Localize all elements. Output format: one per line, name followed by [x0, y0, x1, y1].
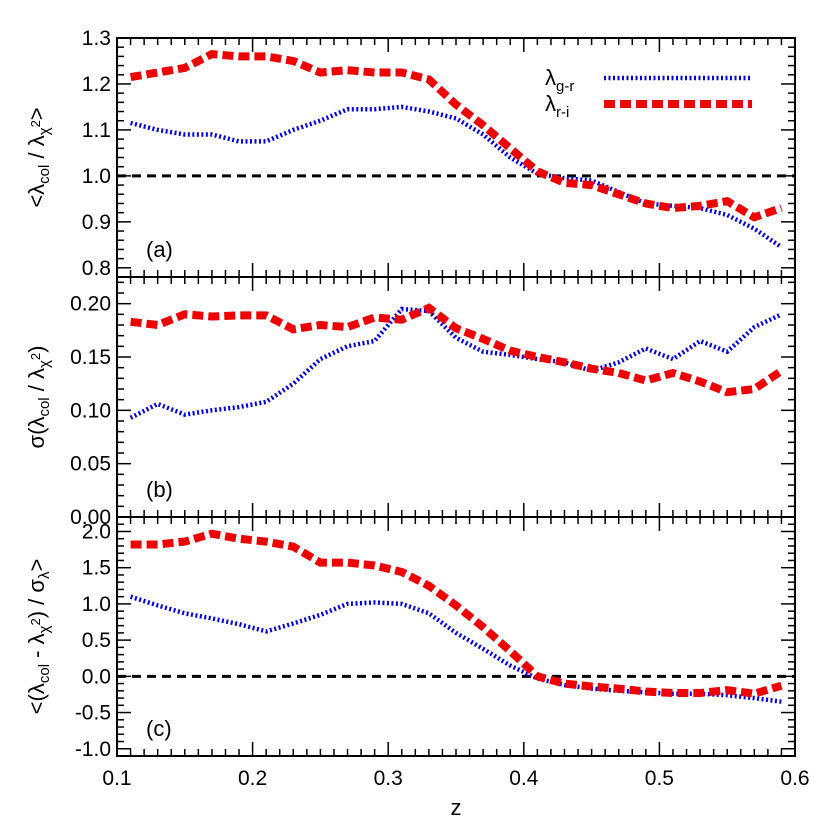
y-tick-label: 1.5 — [82, 557, 111, 580]
x-tick-label: 0.5 — [645, 767, 674, 790]
panel-3: -1.0 -0.5 0.0 0.5 1.0 1.5 2.0 (c) <(λcol - λχ2) … — [24, 516, 796, 761]
y-tick-label: 0.05 — [70, 453, 111, 476]
y-tick-label: -0.5 — [75, 702, 111, 725]
series-line-g-r — [129, 594, 782, 704]
series-line-g-r — [129, 306, 783, 420]
y-axis-label: σ(λcol / λχ2) — [24, 346, 53, 449]
panel-tag: (b) — [146, 477, 173, 502]
y-tick-label: 1.3 — [82, 27, 111, 50]
x-tick-label: 0.6 — [780, 767, 809, 790]
y-tick-label: 0.10 — [70, 399, 111, 422]
x-tick-label: 0.2 — [238, 767, 267, 790]
y-tick-label: 0.5 — [82, 629, 111, 652]
legend-entry-label: λr-i — [545, 91, 569, 121]
panel-frame — [116, 37, 796, 278]
y-tick-label: -1.0 — [75, 738, 111, 761]
panel-frame — [116, 516, 796, 757]
x-tick-label: 0.1 — [102, 767, 131, 790]
y-tick-label: 1.0 — [82, 593, 111, 616]
y-tick-label: 0.0 — [82, 665, 111, 688]
x-tick-label: 0.4 — [509, 767, 539, 790]
y-tick-label: 1.1 — [82, 119, 111, 142]
panel-1: 0.8 0.9 1.0 1.1 1.2 1.3 (a) <λcol / λχ2> — [24, 27, 796, 280]
series-line-r-i — [130, 303, 784, 397]
y-tick-label: 0.8 — [82, 257, 111, 280]
series-line-r-i — [129, 50, 783, 222]
legend-entry-label: λg-r — [545, 65, 574, 95]
legend: λg-rλr-i — [545, 65, 752, 121]
y-axis-label: <(λcol - λχ2) / σλ> — [24, 559, 53, 715]
panel-tag: (c) — [146, 716, 172, 741]
y-tick-label: 1.0 — [82, 165, 111, 188]
y-tick-label: 2.0 — [82, 520, 111, 543]
y-tick-label: 0.15 — [70, 346, 111, 369]
panel-tag: (a) — [146, 237, 173, 262]
x-axis-label: z — [451, 795, 462, 820]
series-line-r-i — [130, 529, 783, 698]
y-tick-label: 1.2 — [82, 73, 111, 96]
y-axis-label: <λcol / λχ2> — [24, 107, 53, 207]
y-tick-label: 0.20 — [70, 293, 111, 316]
y-tick-label: 0.00 — [70, 506, 111, 529]
panel-2: 0.00 0.05 0.10 0.15 0.20 (b) σ(λcol / λχ2) — [24, 276, 796, 529]
y-tick-label: 0.9 — [82, 211, 111, 234]
x-tick-label: 0.3 — [374, 767, 403, 790]
